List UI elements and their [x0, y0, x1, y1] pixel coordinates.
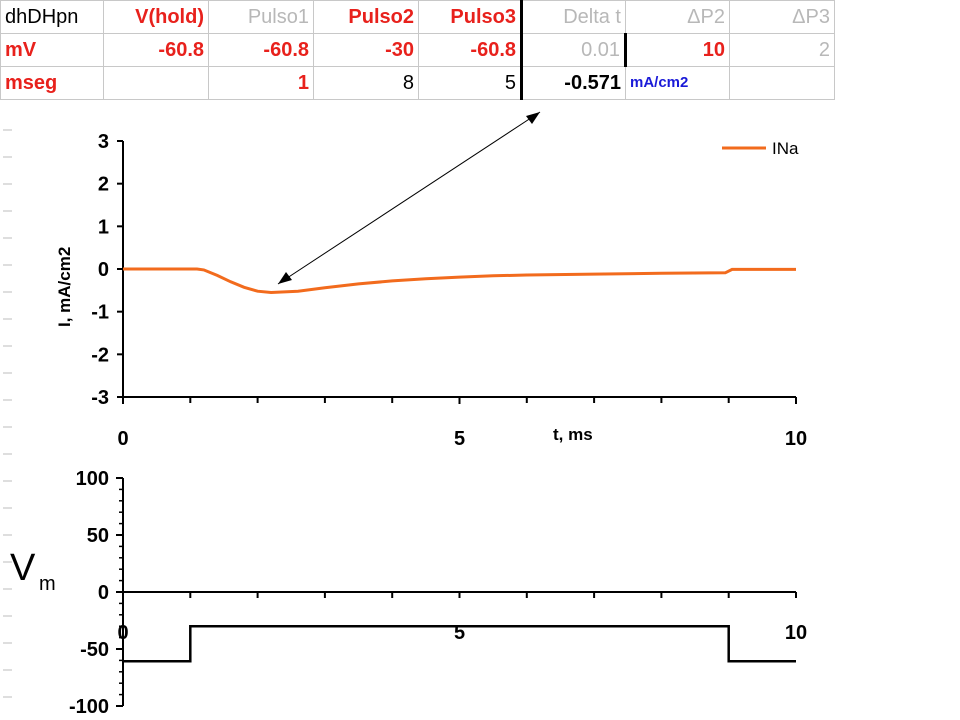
sheet-cell[interactable]: -60.8	[418, 33, 523, 67]
sheet-cell[interactable]: 1	[208, 66, 314, 100]
bottom-x-tick-label: 0	[117, 622, 128, 644]
sheet-cell[interactable]: 5	[418, 66, 523, 100]
top-x-tick-label: 10	[785, 428, 807, 450]
sheet-cell[interactable]: 8	[313, 66, 419, 100]
sheet-row: mseg 1 8 5 -0.571 mA/cm2	[0, 66, 835, 100]
sheet-cell[interactable]: V(hold)	[103, 0, 209, 34]
sheet-cell[interactable]	[103, 66, 209, 100]
sheet-cell[interactable]: mA/cm2	[625, 66, 730, 100]
sheet-cell[interactable]: ΔP2	[625, 0, 730, 34]
sheet-cell[interactable]	[729, 66, 835, 100]
bottom-y-tick-label: -50	[80, 639, 109, 661]
arrowhead-upper	[526, 112, 540, 124]
bottom-y-tick-label: -100	[69, 696, 109, 718]
spreadsheet-table: dhDHpn V(hold) Pulso1 Pulso2 Pulso3 Delta t ΔP…	[0, 0, 835, 100]
sheet-cell[interactable]: Pulso3	[418, 0, 523, 34]
sheet-cell[interactable]: -60.8	[103, 33, 209, 67]
bottom-y-tick-label: 50	[87, 525, 109, 547]
annotation-arrow	[277, 111, 541, 285]
voltage-chart: 100 50 0 -50 -100 0 5 10 V m	[10, 468, 807, 718]
sheet-cell[interactable]: 10	[625, 33, 730, 67]
top-y-tick-label: 2	[98, 174, 109, 196]
bottom-y-ticks: 100 50 0 -50 -100	[69, 468, 123, 718]
legend-label-ina: INa	[772, 139, 799, 158]
top-y-tick-label: 1	[98, 216, 109, 238]
series-line-vm	[123, 624, 796, 663]
sheet-cell[interactable]: 0.01	[521, 33, 627, 67]
sheet-cell[interactable]: Pulso2	[313, 0, 419, 34]
sheet-cell[interactable]: mV	[0, 33, 104, 67]
sheet-row: dhDHpn V(hold) Pulso1 Pulso2 Pulso3 Delta t ΔP…	[0, 0, 835, 34]
top-x-ticks: 0 5 10	[117, 397, 807, 450]
bottom-x-tick-label: 5	[454, 622, 465, 644]
bottom-y-axis-title-sub: m	[39, 573, 56, 595]
sheet-cell[interactable]: ΔP3	[729, 0, 835, 34]
top-y-axis-title: I, mA/cm2	[55, 247, 74, 327]
sheet-cell[interactable]: -30	[313, 33, 419, 67]
top-y-ticks: 3 2 1 0 -1 -2 -3	[91, 131, 123, 409]
top-y-tick-label: 3	[98, 131, 109, 153]
top-x-tick-label: 0	[117, 428, 128, 450]
sheet-row: mV -60.8 -60.8 -30 -60.8 0.01 10 2	[0, 33, 835, 67]
top-y-tick-label: -2	[91, 344, 109, 366]
series-line-ina	[123, 267, 796, 295]
top-x-axis-title: t, ms	[553, 425, 593, 444]
top-y-tick-label: -1	[91, 302, 109, 324]
sheet-cell[interactable]: dhDHpn	[0, 0, 104, 34]
sheet-cell[interactable]: mseg	[0, 66, 104, 100]
bottom-x-ticks: 0 5 10	[117, 592, 807, 644]
bottom-x-tick-label: 10	[785, 622, 807, 644]
spreadsheet-body: dhDHpn V(hold) Pulso1 Pulso2 Pulso3 Delta t ΔP…	[0, 0, 835, 100]
top-x-tick-label: 5	[454, 428, 465, 450]
row-margin-dashes	[3, 129, 12, 698]
bottom-y-axis-title-main: V	[10, 547, 36, 589]
bottom-y-tick-label: 0	[98, 582, 109, 604]
arrowhead-lower	[278, 272, 292, 284]
top-y-tick-label: 0	[98, 259, 109, 281]
sheet-cell[interactable]: -60.8	[208, 33, 314, 67]
bottom-y-tick-label: 100	[76, 468, 109, 490]
top-y-tick-label: -3	[91, 387, 109, 409]
